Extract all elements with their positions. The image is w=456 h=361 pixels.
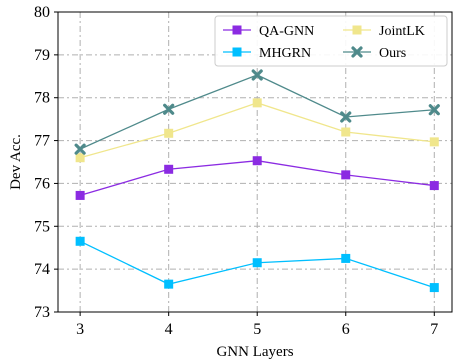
legend-marker	[232, 47, 242, 57]
x-axis-label: GNN Layers	[216, 344, 293, 360]
x-tick-label: 4	[165, 321, 173, 338]
data-point	[340, 111, 352, 123]
data-point	[164, 279, 174, 289]
data-point	[75, 190, 85, 200]
data-point	[429, 283, 439, 293]
data-point	[341, 170, 351, 180]
legend-item: MHGRN	[223, 46, 311, 61]
data-point	[252, 156, 262, 166]
y-tick-label: 75	[34, 218, 50, 235]
series-mhgrn	[75, 236, 439, 293]
legend-label: QA-GNN	[259, 24, 314, 39]
legend-item: QA-GNN	[223, 24, 314, 39]
axis-ticks: 3 4 5 6 7 73 74 75 76 77 78 79 80	[34, 4, 438, 338]
y-tick-label: 74	[34, 261, 50, 278]
legend-item: JointLK	[343, 24, 425, 39]
x-tick-label: 7	[430, 321, 438, 338]
legend-label: Ours	[379, 46, 406, 61]
legend-box	[214, 15, 448, 67]
data-point	[341, 127, 351, 137]
series-layer	[74, 69, 440, 293]
data-point	[251, 69, 263, 81]
data-point	[75, 236, 85, 246]
data-point	[252, 258, 262, 268]
legend-marker	[232, 25, 242, 35]
data-point	[428, 104, 440, 116]
y-tick-label: 73	[34, 304, 50, 321]
y-tick-label: 77	[34, 133, 50, 150]
x-tick-label: 6	[342, 321, 350, 338]
x-tick-label: 3	[76, 321, 84, 338]
legend-marker	[352, 25, 362, 35]
y-tick-label: 76	[34, 175, 50, 192]
data-point	[164, 164, 174, 174]
series-jointlk	[75, 98, 439, 163]
legend-label: JointLK	[379, 24, 425, 39]
y-tick-label: 79	[34, 47, 50, 64]
legend-marker	[351, 46, 363, 58]
data-point	[252, 98, 262, 108]
legend-item: Ours	[343, 46, 406, 61]
series-qa-gnn	[75, 156, 439, 200]
series-ours	[74, 69, 440, 155]
data-point	[75, 153, 85, 163]
y-axis-label: Dev Acc.	[8, 134, 24, 190]
legend: QA-GNN JointLK MHGRN Ours	[214, 15, 448, 67]
y-tick-label: 80	[34, 4, 50, 21]
data-point	[341, 253, 351, 263]
x-tick-label: 5	[253, 321, 261, 338]
data-point	[163, 103, 175, 115]
data-point	[429, 137, 439, 147]
y-tick-label: 78	[34, 90, 50, 107]
data-point	[164, 128, 174, 138]
data-point	[429, 181, 439, 191]
plot-frame	[57, 11, 453, 313]
legend-label: MHGRN	[259, 46, 311, 61]
data-point	[74, 143, 86, 155]
